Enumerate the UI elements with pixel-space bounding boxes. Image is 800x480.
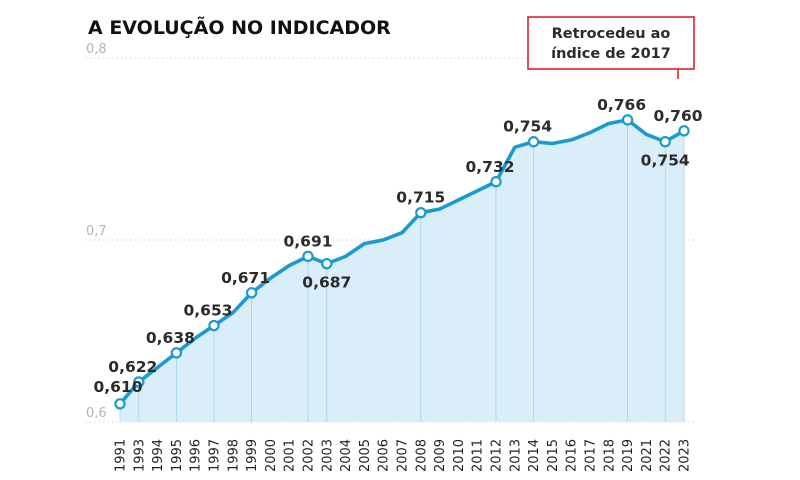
data-labels: 0,610 0,622 0,638 0,653 0,671 0,691 0,687 0,715… bbox=[93, 96, 702, 396]
x-tick-label: 2004 bbox=[339, 439, 354, 472]
x-tick-label: 2005 bbox=[358, 439, 373, 472]
callout-box bbox=[527, 16, 695, 70]
series-area bbox=[120, 119, 684, 422]
x-tick-label: 2015 bbox=[546, 439, 561, 472]
point-marker-1993 bbox=[133, 376, 145, 388]
data-label-1997: 0,653 bbox=[183, 302, 232, 320]
data-label-2023: 0,760 bbox=[653, 107, 702, 125]
x-tick-label: 2021 bbox=[640, 439, 655, 472]
point-marker-2012 bbox=[490, 176, 502, 188]
data-label-2008: 0,715 bbox=[396, 189, 445, 207]
x-tick-label: 2010 bbox=[452, 439, 467, 472]
x-tick-label: 2007 bbox=[396, 439, 411, 472]
x-tick-labels: 1991 1993 1994 1995 1996 1997 1998 1999 2000 2001… bbox=[114, 439, 693, 472]
data-label-1991: 0,610 bbox=[93, 378, 142, 396]
x-tick-label: 2003 bbox=[320, 439, 335, 472]
point-marker-2023 bbox=[678, 125, 690, 137]
x-tick-label: 2018 bbox=[602, 439, 617, 472]
point-marker-1997 bbox=[208, 319, 220, 332]
callout-text-line: Retrocedeu ao bbox=[552, 26, 671, 42]
x-tick-label: 2019 bbox=[621, 439, 636, 472]
point-marker-2014 bbox=[527, 136, 540, 148]
callout-text-line: índice de 2017 bbox=[551, 46, 671, 62]
x-tick-label: 2017 bbox=[584, 439, 599, 472]
data-label-2019: 0,766 bbox=[597, 96, 646, 114]
x-tick-label: 2000 bbox=[264, 439, 279, 472]
drop-lines bbox=[119, 119, 685, 422]
data-label-2003: 0,687 bbox=[302, 274, 351, 292]
x-tick-label: 2014 bbox=[527, 439, 542, 472]
data-label-1999: 0,671 bbox=[221, 269, 270, 287]
x-tick-label: 1994 bbox=[151, 439, 166, 472]
x-tick-label: 1999 bbox=[245, 439, 260, 472]
y-tick-label: 0,6 bbox=[86, 406, 107, 421]
data-label-2022: 0,754 bbox=[641, 152, 690, 170]
point-marker-1999 bbox=[245, 287, 258, 299]
data-label-2012: 0,732 bbox=[465, 158, 514, 176]
point-marker-1995 bbox=[170, 347, 183, 359]
x-tick-label: 2023 bbox=[678, 439, 693, 472]
data-label-1995: 0,638 bbox=[146, 329, 195, 347]
data-label-2014: 0,754 bbox=[503, 118, 552, 136]
point-marker-1991 bbox=[114, 398, 126, 410]
x-tick-label: 2008 bbox=[414, 439, 429, 472]
area-layer bbox=[120, 119, 684, 422]
point-marker-2008 bbox=[415, 206, 427, 219]
point-marker-2022 bbox=[659, 136, 671, 148]
x-tick-label: 2006 bbox=[377, 439, 392, 472]
x-tick-label: 1996 bbox=[189, 439, 204, 472]
x-tick-label: 2002 bbox=[302, 439, 317, 472]
x-tick-label: 1997 bbox=[208, 439, 223, 472]
point-marker-2003 bbox=[321, 257, 333, 270]
x-tick-label: 2022 bbox=[659, 439, 674, 472]
y-tick-label: 0,7 bbox=[86, 224, 107, 239]
x-tick-label: 2016 bbox=[565, 439, 580, 472]
x-tick-label: 2009 bbox=[433, 439, 448, 472]
point-markers bbox=[114, 114, 690, 410]
data-label-2002: 0,691 bbox=[283, 232, 332, 250]
callout: Retrocedeu ao índice de 2017 bbox=[527, 16, 695, 79]
point-marker-2002 bbox=[302, 250, 314, 263]
point-marker-2019 bbox=[621, 114, 634, 126]
x-tick-label: 2011 bbox=[471, 439, 486, 472]
x-tick-label: 2001 bbox=[283, 439, 298, 472]
x-tick-label: 1998 bbox=[226, 439, 241, 472]
x-tick-label: 2012 bbox=[490, 439, 505, 472]
y-tick-labels: 0,6 0,7 0,8 bbox=[86, 42, 107, 421]
chart-title: A EVOLUÇÃO NO INDICADOR bbox=[88, 15, 391, 39]
x-tick-label: 1991 bbox=[114, 439, 129, 472]
x-tick-label: 1993 bbox=[132, 439, 147, 472]
x-tick-label: 2013 bbox=[508, 439, 523, 472]
x-tick-label: 1995 bbox=[170, 439, 185, 472]
data-label-1993: 0,622 bbox=[108, 358, 157, 376]
y-tick-label: 0,8 bbox=[86, 42, 107, 57]
